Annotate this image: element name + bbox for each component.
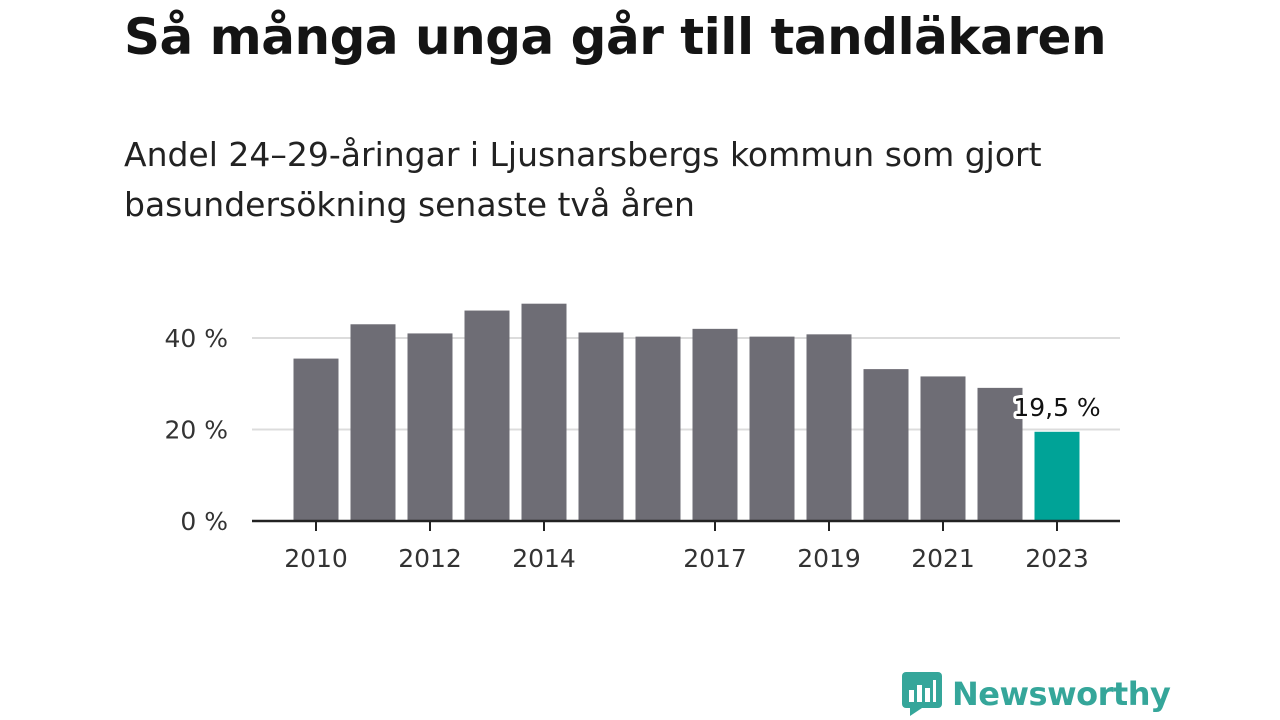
bar-2020 (863, 369, 909, 521)
bars (293, 303, 1080, 521)
bar-2011 (350, 324, 396, 521)
labels: 0 % 20 % 40 % 2010 2012 2014 2017 2019 2021 2023 1… (164, 324, 1103, 573)
x-tick-label: 2019 (797, 544, 861, 573)
x-tick-label: 2021 (911, 544, 975, 573)
y-tick-label: 0 % (180, 507, 228, 536)
x-tick-label: 2012 (398, 544, 462, 573)
bar-2022 (977, 387, 1023, 521)
bar-chart-speech-bubble-icon (902, 672, 942, 716)
bar-2019 (806, 334, 852, 521)
bar-2017 (692, 328, 738, 521)
bar-2010 (293, 358, 339, 521)
x-tick-label: 2014 (512, 544, 576, 573)
newsworthy-logo: Newsworthy (902, 672, 1171, 716)
x-tick-label: 2023 (1025, 544, 1089, 573)
bar-2015 (578, 332, 624, 521)
bar-2013 (464, 310, 510, 521)
x-tick-label: 2017 (683, 544, 747, 573)
data-label-2023: 19,5 % (1013, 393, 1100, 422)
bar-2012 (407, 333, 453, 521)
axes (252, 519, 1120, 531)
bar-2018 (749, 336, 795, 521)
y-tick-label: 40 % (164, 324, 228, 353)
bar-2021 (920, 376, 966, 521)
bar-2014 (521, 303, 567, 521)
bar-2023 (1034, 431, 1080, 521)
y-tick-label: 20 % (164, 416, 228, 445)
chart-subtitle: Andel 24–29-åringar i Ljusnarsbergs komm… (124, 135, 1042, 224)
gridlines (252, 337, 1120, 431)
logo-text: Newsworthy (952, 675, 1171, 713)
bar-2016 (635, 336, 681, 521)
chart-title: Så många unga går till tandläkaren (124, 8, 1107, 66)
x-tick-label: 2010 (284, 544, 348, 573)
